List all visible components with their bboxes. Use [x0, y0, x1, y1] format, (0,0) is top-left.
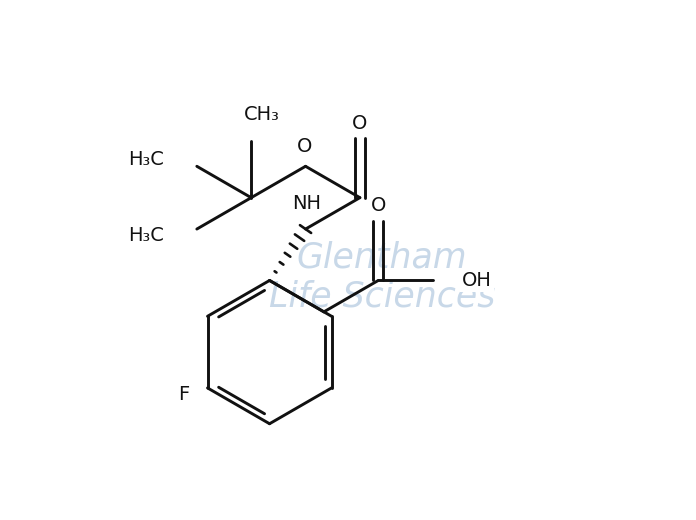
Text: OH: OH [462, 271, 492, 290]
Text: O: O [370, 197, 386, 215]
Text: Glentham
Life Sciences: Glentham Life Sciences [269, 240, 496, 314]
Text: O: O [297, 137, 313, 156]
Text: CH₃: CH₃ [244, 105, 279, 124]
Text: H₃C: H₃C [128, 226, 164, 245]
Text: NH: NH [292, 193, 322, 213]
Text: H₃C: H₃C [128, 150, 164, 169]
Text: O: O [352, 113, 367, 133]
Text: F: F [178, 385, 189, 404]
